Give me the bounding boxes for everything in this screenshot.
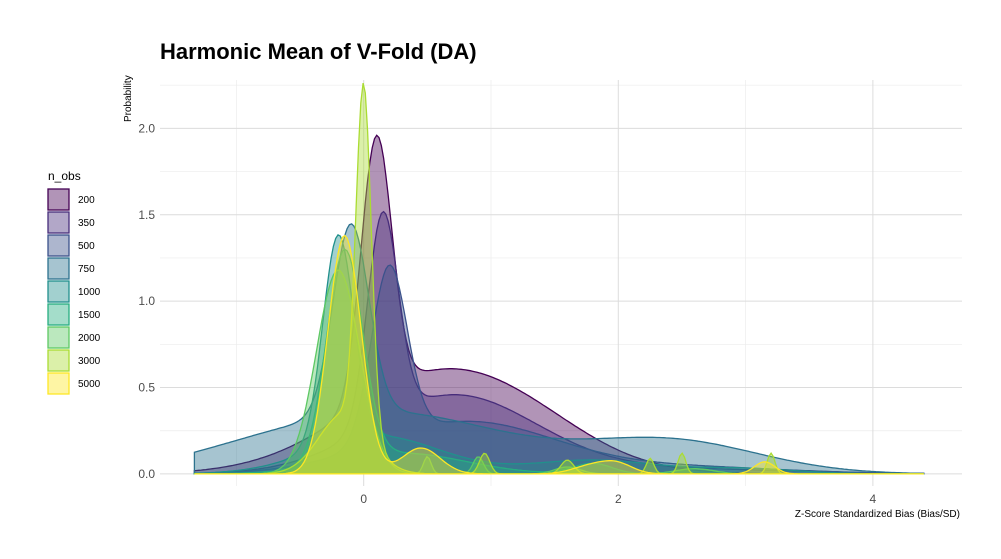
- legend-label-2000: 2000: [78, 333, 101, 344]
- y-tick-label: 1.5: [138, 208, 155, 222]
- legend-label-3000: 3000: [78, 356, 101, 367]
- y-tick-label: 1.0: [138, 294, 155, 308]
- density-area-1000: [193, 234, 924, 475]
- legend-key-2000: [47, 326, 70, 349]
- legend-label-5000: 5000: [78, 379, 101, 390]
- legend-key-5000: [47, 372, 70, 395]
- legend-key-1000: [47, 280, 70, 303]
- legend-title: n_obs: [48, 169, 81, 183]
- legend-label-200: 200: [78, 195, 95, 206]
- legend-label-500: 500: [78, 241, 95, 252]
- legend-key-200: [47, 188, 70, 211]
- chart-title: Harmonic Mean of V-Fold (DA): [160, 39, 477, 64]
- legend-key-3000: [47, 349, 70, 372]
- legend-label-750: 750: [78, 264, 95, 275]
- y-tick-label: 0.0: [138, 467, 155, 481]
- density-area-5000: [194, 234, 924, 475]
- y-tick-label: 2.0: [138, 121, 155, 135]
- legend-key-1500: [47, 303, 70, 326]
- y-axis-title: Probability: [123, 75, 134, 122]
- x-tick-label: 0: [360, 492, 367, 506]
- y-tick-label: 0.5: [138, 381, 155, 395]
- legend-label-1500: 1500: [78, 310, 101, 321]
- density-areas: [193, 82, 925, 475]
- x-axis-title: Z-Score Standardized Bias (Bias/SD): [795, 509, 960, 520]
- x-tick-label: 2: [615, 492, 622, 506]
- axes: 0 2 4 0.0 0.5 1.0 1.5 2.0: [138, 121, 876, 506]
- legend-label-1000: 1000: [78, 287, 101, 298]
- legend-label-350: 350: [78, 218, 95, 229]
- legend-key-500: [47, 234, 70, 257]
- legend: n_obs 200 350 500 750 1000 1500 2000 3000 5000: [47, 169, 101, 395]
- legend-key-350: [47, 211, 70, 234]
- x-tick-label: 4: [870, 492, 877, 506]
- legend-key-750: [47, 257, 70, 280]
